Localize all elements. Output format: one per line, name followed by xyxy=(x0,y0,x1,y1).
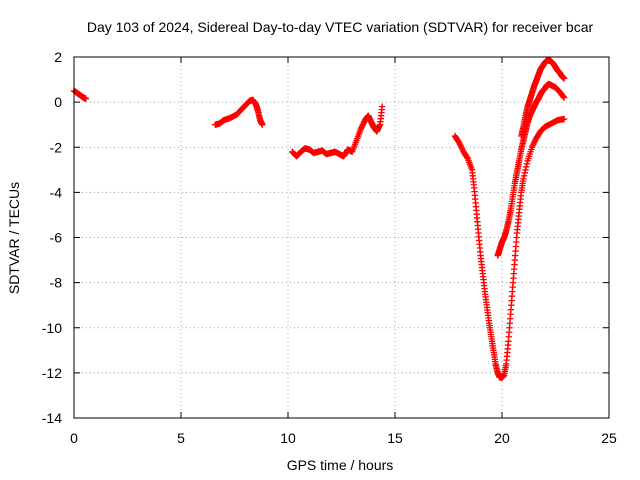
data-point xyxy=(560,75,568,82)
y-tick-label: -6 xyxy=(50,230,63,246)
y-tick-label: -14 xyxy=(42,410,62,426)
data-point xyxy=(521,169,529,177)
data-point xyxy=(463,154,471,161)
x-tick-label: 15 xyxy=(387,430,403,446)
data-point xyxy=(560,93,567,100)
data-point xyxy=(523,163,530,171)
y-tick-label: -2 xyxy=(50,139,63,155)
data-point xyxy=(259,121,266,128)
x-tick-label: 10 xyxy=(280,430,296,446)
data-points xyxy=(70,57,568,381)
x-axis-title: GPS time / hours xyxy=(287,457,394,473)
data-point xyxy=(378,103,386,110)
x-tick-label: 5 xyxy=(177,430,185,446)
chart-title: Day 103 of 2024, Sidereal Day-to-day VTE… xyxy=(87,19,594,35)
y-tick-label: -4 xyxy=(50,184,63,200)
data-point xyxy=(560,94,568,101)
y-tick-label: 0 xyxy=(54,94,62,110)
y-tick-label: 2 xyxy=(54,49,62,65)
data-point xyxy=(82,95,89,102)
x-tick-label: 0 xyxy=(70,430,78,446)
y-tick-label: -8 xyxy=(50,275,63,291)
data-point xyxy=(522,166,529,174)
axis-ticks: 0 5 10 15 20 25 -14 -12 -10 -8 -6 -4 -2 0 2 xyxy=(42,49,617,446)
data-point xyxy=(560,115,568,123)
y-tick-label: -12 xyxy=(42,365,62,381)
data-point xyxy=(520,172,528,180)
y-tick-label: -10 xyxy=(42,320,62,336)
x-tick-label: 25 xyxy=(601,430,617,446)
data-point xyxy=(520,175,527,183)
data-point xyxy=(523,160,531,167)
y-axis-title: SDTVAR / TECUs xyxy=(6,182,22,294)
x-tick-label: 20 xyxy=(494,430,510,446)
